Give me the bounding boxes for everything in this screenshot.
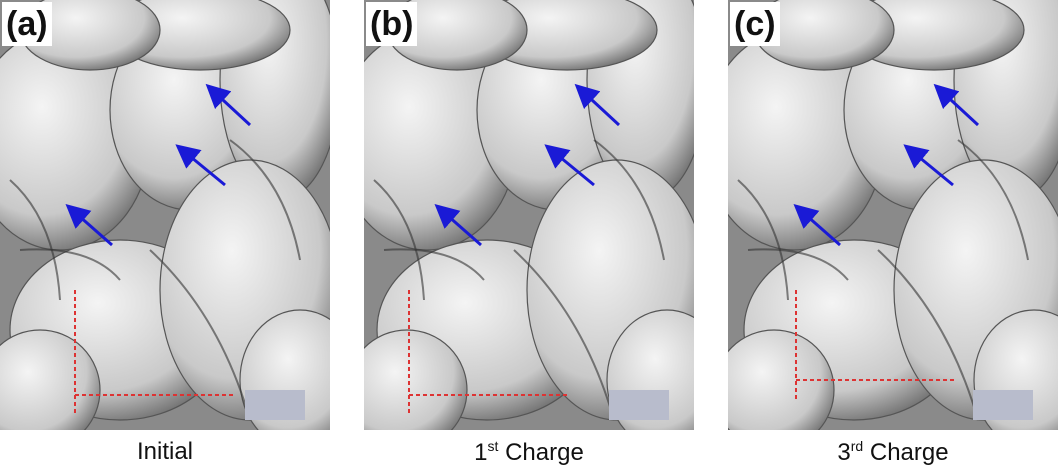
surface-render [0, 0, 330, 430]
figure: (a)Initial(b)1st Charge(c)3rd Charge (()… [0, 0, 1058, 475]
panel-label: (a) [2, 2, 52, 46]
caption-text: Charge [863, 439, 948, 466]
caption-text: rd [851, 438, 863, 454]
caption-text: 1 [474, 439, 487, 466]
caption-text: Charge [498, 439, 583, 466]
substrate [973, 390, 1033, 420]
caption: Initial [0, 438, 330, 466]
panel-label: (b) [366, 2, 417, 46]
caption-text: 3 [837, 439, 850, 466]
caption-text: st [488, 438, 499, 454]
image-panel: (a) [0, 0, 330, 430]
substrate [245, 390, 305, 420]
substrate [609, 390, 669, 420]
panel-label: (c) [730, 2, 780, 46]
surface-render [364, 0, 694, 430]
image-panel: (b) [364, 0, 694, 430]
caption: 3rd Charge [728, 438, 1058, 467]
caption-text: Initial [137, 438, 193, 465]
caption: 1st Charge [364, 438, 694, 467]
image-panel: (c) [728, 0, 1058, 430]
surface-render [728, 0, 1058, 430]
